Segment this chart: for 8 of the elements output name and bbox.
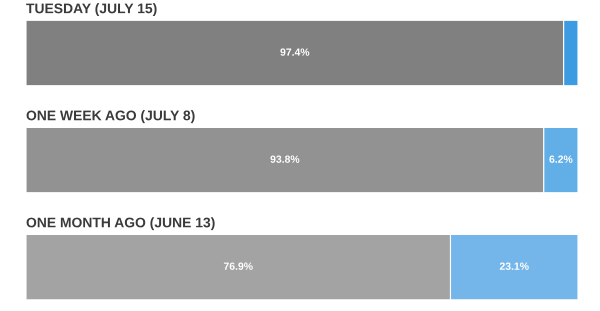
data-label: 76.9% [224, 262, 253, 270]
data-label: 93.8% [270, 155, 300, 163]
data-label: 23.1% [500, 262, 529, 270]
y-tick-label: TUESDAY (JULY 15) [26, 3, 157, 16]
y-tick-label: ONE MONTH AGO (JUNE 13) [26, 217, 215, 230]
data-label: 6.2% [549, 155, 572, 163]
data-label: 97.4% [280, 48, 310, 56]
y-tick-label: ONE WEEK AGO (JULY 8) [26, 110, 195, 124]
